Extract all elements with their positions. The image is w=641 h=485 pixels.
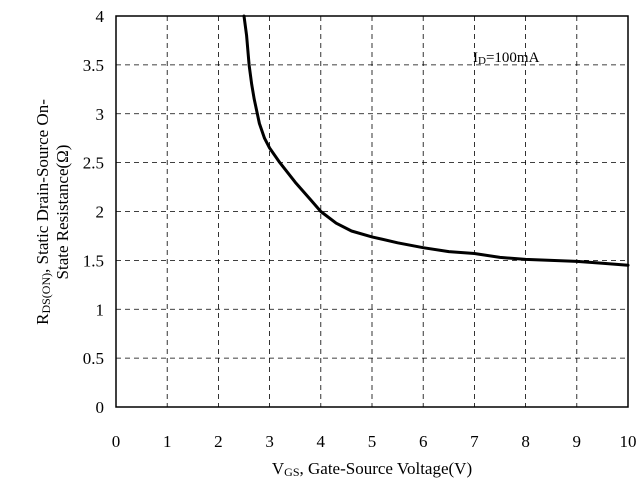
y-tick-label: 1	[96, 300, 105, 319]
y-axis-label: RDS(ON), Static Drain-Source On- State R…	[33, 99, 72, 325]
svg-text:State Resistance(Ω): State Resistance(Ω)	[53, 145, 72, 280]
y-tick-label: 0.5	[83, 349, 104, 368]
y-tick-label: 4	[96, 7, 105, 26]
series-layer	[242, 14, 630, 267]
x-tick-label: 5	[368, 432, 377, 451]
grid	[116, 16, 628, 407]
x-tick-label: 8	[521, 432, 530, 451]
x-tick-label: 9	[573, 432, 582, 451]
y-tick-label: 2.5	[83, 154, 104, 173]
id-annotation: ID=100mA	[473, 50, 540, 67]
y-tick-label: 0	[96, 398, 105, 417]
x-axis-label: VGS, Gate-Source Voltage(V)	[272, 459, 472, 479]
x-tick-label: 3	[265, 432, 274, 451]
y-tick-label: 3	[96, 105, 105, 124]
x-tick-label: 1	[163, 432, 172, 451]
x-tick-label: 2	[214, 432, 223, 451]
ticks: 0 1 2 3 4 5 6 7 8 9 10 0 0.5 1 1.5 2 2.5 3 3.5 4	[83, 7, 637, 451]
y-tick-label: 1.5	[83, 251, 104, 270]
x-tick-label: 7	[470, 432, 479, 451]
svg-text:RDS(ON), Static Drain-Source O: RDS(ON), Static Drain-Source On-	[33, 99, 53, 325]
x-tick-label: 0	[112, 432, 121, 451]
x-tick-label: 4	[317, 432, 326, 451]
series-line	[242, 14, 630, 267]
plot-frame	[115, 15, 629, 408]
y-tick-label: 3.5	[83, 56, 104, 75]
x-tick-label: 10	[620, 432, 637, 451]
x-tick-label: 6	[419, 432, 428, 451]
y-tick-label: 2	[96, 203, 105, 222]
